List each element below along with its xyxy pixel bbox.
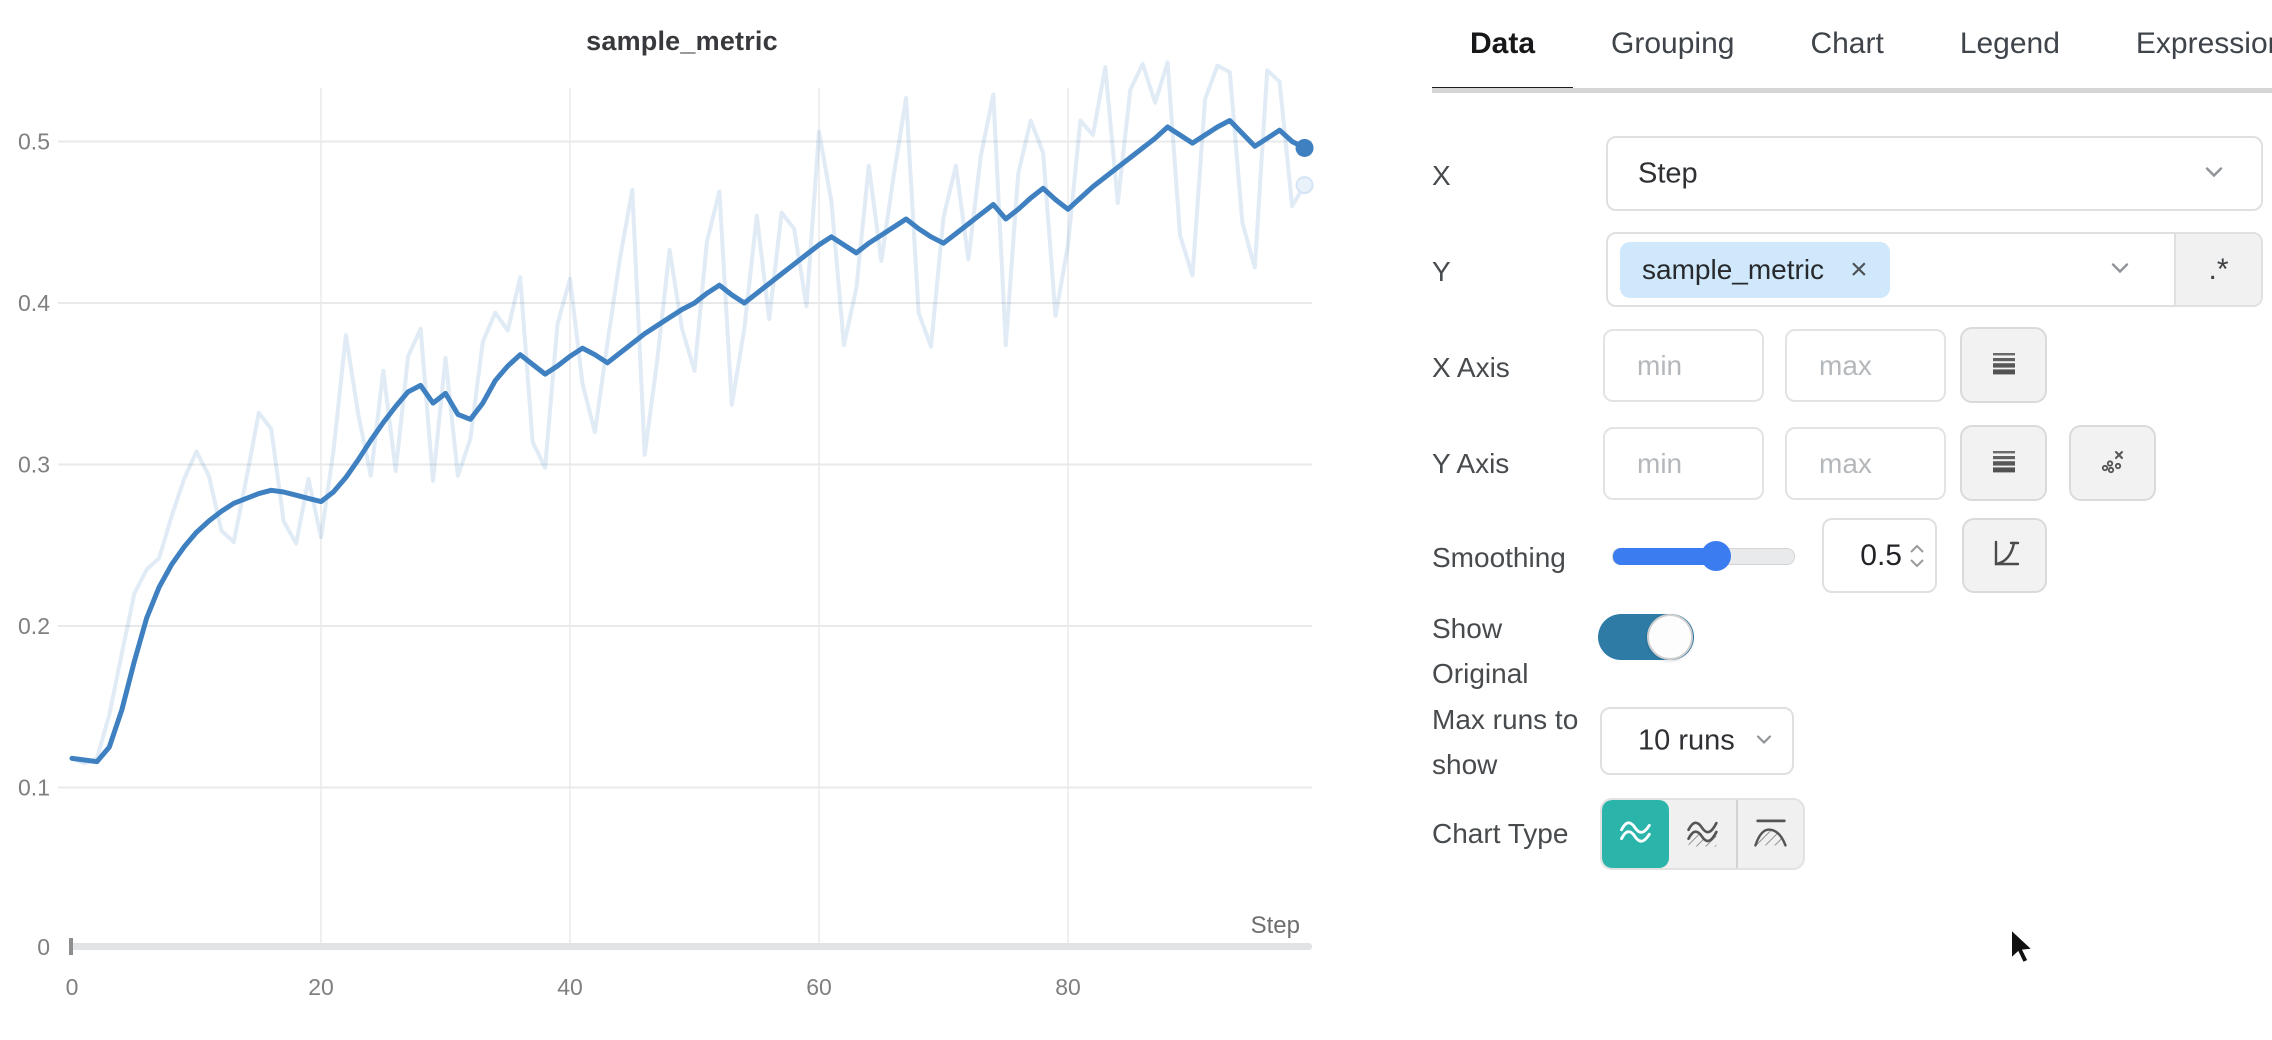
- chart-type-label: Chart Type: [1432, 818, 1569, 849]
- svg-text:0: 0: [37, 934, 50, 960]
- smoothing-type-button[interactable]: [1962, 518, 2047, 593]
- svg-text:0.4: 0.4: [18, 290, 50, 316]
- metric-line-chart[interactable]: 0 20 40 60 80 0 0.1 0.2 0.3 0.4 0.5 Step: [0, 0, 1432, 1040]
- x-axis-selected-value: Step: [1638, 157, 1698, 189]
- svg-text:60: 60: [806, 974, 832, 1000]
- metric-tag: sample_metric ×: [1620, 241, 1890, 298]
- svg-text:0.2: 0.2: [18, 613, 50, 639]
- tab-bar: Data Grouping Chart Legend Expressions: [1432, 0, 2272, 93]
- svg-text:0.5: 0.5: [18, 129, 50, 155]
- svg-text:0.3: 0.3: [18, 452, 50, 478]
- x-axis-min-input[interactable]: [1603, 329, 1764, 402]
- smoothing-value: 0.5: [1860, 538, 1902, 572]
- x-axis-select[interactable]: Step: [1606, 136, 2263, 211]
- svg-text:40: 40: [557, 974, 583, 1000]
- chart-type-line-button[interactable]: [1602, 800, 1669, 868]
- show-original-label: Show Original: [1432, 613, 1529, 689]
- remove-metric-icon[interactable]: ×: [1850, 252, 1868, 286]
- y-axis-max-input[interactable]: [1785, 427, 1946, 500]
- svg-text:20: 20: [308, 974, 334, 1000]
- svg-text:0.1: 0.1: [18, 775, 50, 801]
- panel-editor-sidebar: Data Grouping Chart Legend Expressions X Ste…: [1432, 0, 2272, 1040]
- max-runs-select[interactable]: 10 runs: [1600, 707, 1794, 775]
- stepper-arrows[interactable]: [1909, 544, 1925, 568]
- chevron-down-icon: [1754, 729, 1774, 754]
- chevron-down-icon: [2201, 158, 2227, 189]
- y-axis-min-input[interactable]: [1603, 427, 1764, 500]
- tab-chart[interactable]: Chart: [1810, 26, 1884, 60]
- outliers-scatter-icon: [2097, 445, 2129, 482]
- metric-tag-label: sample_metric: [1642, 253, 1825, 285]
- tab-expressions[interactable]: Expressions: [2135, 26, 2272, 60]
- chart-type-area-button[interactable]: [1669, 800, 1736, 868]
- smoothing-curve-icon: [1987, 535, 2023, 576]
- line-with-area-icon: [1683, 812, 1723, 857]
- x-axis-log-scale-button[interactable]: [1960, 327, 2047, 403]
- chart-title: sample_metric: [586, 26, 778, 56]
- band-area-icon: [1751, 812, 1791, 857]
- smoothing-value-input[interactable]: 0.5: [1822, 518, 1937, 593]
- svg-text:0: 0: [66, 974, 79, 1000]
- tab-legend[interactable]: Legend: [1959, 26, 2060, 60]
- log-scale-bars-icon: [1989, 446, 2019, 481]
- y-axis-log-scale-button[interactable]: [1960, 425, 2047, 501]
- y-metric-select[interactable]: sample_metric × .*: [1606, 232, 2263, 307]
- svg-text:80: 80: [1055, 974, 1081, 1000]
- chart-panel: sample_metric 0 20 40 60 80 0 0.1 0.2 0.3 0.4 0.5 S…: [0, 0, 1432, 1040]
- toggle-knob: [1647, 614, 1693, 660]
- ignore-outliers-button[interactable]: [2069, 425, 2156, 501]
- x-axis-range-label: X Axis: [1432, 352, 1510, 383]
- smoothing-label: Smoothing: [1432, 542, 1566, 573]
- regex-toggle-button[interactable]: .*: [2174, 234, 2261, 305]
- smoothing-slider[interactable]: [1612, 541, 1795, 571]
- tab-data[interactable]: Data: [1432, 0, 1574, 88]
- x-field-label: X: [1432, 160, 1451, 191]
- svg-text:Step: Step: [1251, 912, 1300, 939]
- line-chart-icon: [1616, 812, 1656, 857]
- y-field-label: Y: [1432, 256, 1451, 287]
- chevron-down-icon: [2107, 254, 2133, 285]
- y-axis-range-label: Y Axis: [1432, 448, 1510, 479]
- chart-type-group: [1600, 798, 1805, 870]
- chart-type-band-button[interactable]: [1736, 800, 1803, 868]
- smoothing-slider-knob[interactable]: [1701, 541, 1731, 571]
- show-original-toggle[interactable]: [1598, 614, 1694, 660]
- tab-grouping[interactable]: Grouping: [1611, 26, 1735, 60]
- log-scale-bars-icon: [1989, 348, 2019, 383]
- max-runs-label: Max runs to show: [1432, 704, 1579, 780]
- max-runs-selected-value: 10 runs: [1638, 724, 1735, 757]
- x-axis-max-input[interactable]: [1785, 329, 1946, 402]
